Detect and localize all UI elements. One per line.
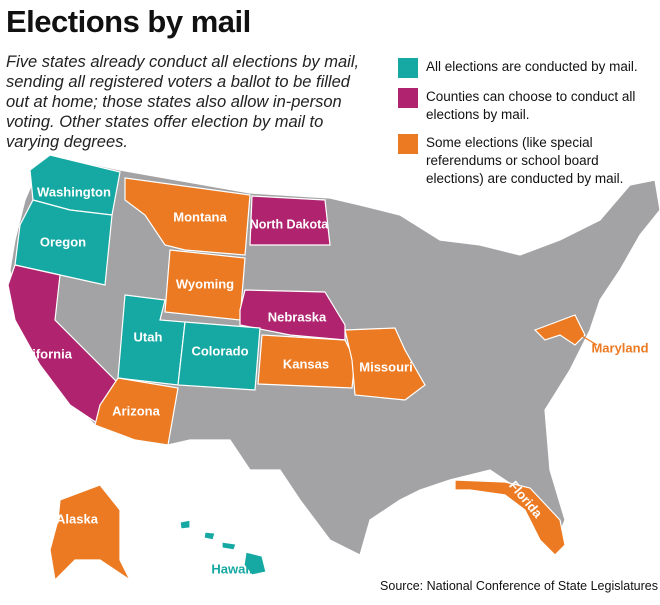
state-label: Oregon [40,234,86,249]
state [221,541,237,551]
source: Source: National Conference of State Leg… [380,579,658,593]
state [344,327,426,401]
legend-swatch [398,58,418,78]
legend-swatch [398,88,418,108]
state-label: Kansas [283,356,329,371]
state-label: Arizona [112,403,160,418]
state [533,314,586,346]
legend-label: All elections are conducted by mail. [426,59,638,74]
state-label: Missouri [359,359,412,374]
legend-item: Counties can choose to conduct all elect… [398,88,656,124]
state-label: Wyoming [176,276,234,291]
state-label: Nebraska [268,309,327,324]
legend-label: Some elections (like special referendums… [426,135,624,186]
state [249,195,331,246]
state-label: Alaska [56,511,99,526]
state-label: Montana [173,209,227,224]
state [179,519,191,530]
state [124,177,251,256]
legend-label: Counties can choose to conduct all elect… [426,89,636,122]
state [7,264,126,426]
state [454,479,566,556]
legend-item: All elections are conducted by mail. [398,58,656,78]
legend: All elections are conducted by mail. Coun… [398,58,656,198]
state [177,321,261,391]
state [203,531,216,541]
state [239,289,346,341]
state-label: North Dakota [250,217,330,231]
state-label: California [12,346,73,361]
legend-item: Some elections (like special referendums… [398,134,656,188]
state [243,551,267,576]
state-label: Hawaii [211,561,252,576]
state-label: Utah [134,329,163,344]
state-label: Maryland [591,340,648,355]
state-label: Washington [37,184,111,199]
hawaii [179,519,267,576]
subtitle: Five states already conduct all election… [6,53,360,151]
legend-swatch [398,134,418,154]
leader-line [581,335,598,346]
state [94,377,179,446]
title: Elections by mail [6,4,251,39]
state-label: Colorado [191,343,248,358]
state [49,484,132,582]
state [14,199,113,286]
